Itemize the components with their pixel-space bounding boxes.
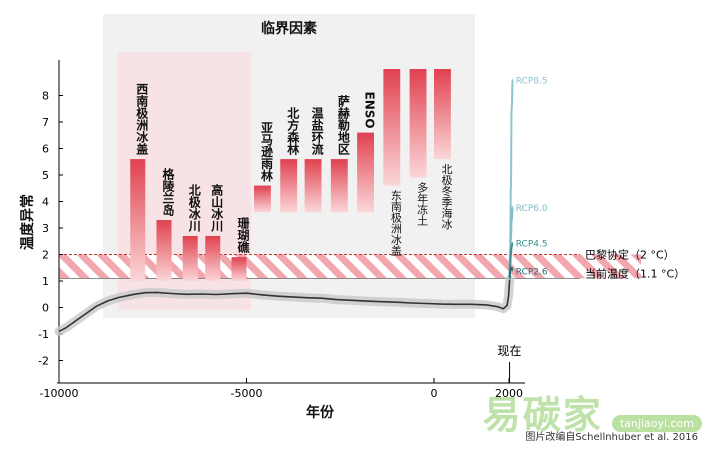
paris-target-band <box>59 254 641 279</box>
y-tick-label-5: 3 <box>42 222 49 235</box>
tipping-label-12: 北极冬季海冰 <box>440 163 453 229</box>
tipping-bar-10 <box>383 69 401 186</box>
source-caption: 图片改编自Schellnhuber et al. 2016 <box>525 432 698 443</box>
tipping-bar-3 <box>205 235 221 281</box>
y-tick-label-6: 4 <box>42 196 49 209</box>
tipping-bar-11 <box>409 69 427 178</box>
tipping-label-9: ENSO <box>363 92 377 129</box>
tipping-bar-9 <box>357 132 374 213</box>
tipping-label-5: 亚马逊雨林 <box>259 121 273 182</box>
tipping-bar-8 <box>330 159 348 213</box>
tipping-bar-2 <box>182 235 198 281</box>
scenario-label-1: RCP6.0 <box>516 204 548 214</box>
y-tick-label-1: -1 <box>38 328 49 341</box>
tipping-label-10: 东南极洲冰盖 <box>389 189 402 255</box>
y-tick-label-9: 7 <box>42 116 49 129</box>
tipping-label-0: 西南极洲冰盖 <box>135 83 149 156</box>
watermark-text: 易碳家 <box>482 393 603 437</box>
y-axis-label: 温度异常 <box>19 194 36 250</box>
scenario-label-0: RCP8.5 <box>516 77 548 87</box>
y-tick-label-0: -2 <box>38 355 49 368</box>
historical-temperature-line <box>58 279 511 333</box>
x-tick-label-0: -10000 <box>40 387 79 400</box>
tipping-bar-6 <box>280 159 298 213</box>
y-tick-label-4: 2 <box>42 249 49 262</box>
tipping-label-6: 北方森林 <box>286 106 300 156</box>
watermark-url: tanjiaoyi.com <box>611 415 702 432</box>
y-tick-label-10: 8 <box>42 90 49 103</box>
y-tick-label-3: 1 <box>42 275 49 288</box>
watermark: 易碳家 tanjiaoyi.com <box>483 384 702 439</box>
x-tick-label-3: 2000 <box>495 387 523 400</box>
scenario-label-3: RCP2.6 <box>516 267 548 277</box>
tipping-label-3: 高山冰川 <box>210 183 224 232</box>
chart-title: 临界因素 <box>261 20 317 37</box>
tipping-label-7: 温盐环流 <box>310 107 324 156</box>
tipping-bar-7 <box>304 159 322 213</box>
paris-label: 巴黎协定（2 °C） <box>585 248 675 262</box>
tipping-label-2: 北极冰川 <box>187 183 201 232</box>
x-tick-label-2: 0 <box>431 387 438 400</box>
tipping-bar-12 <box>434 69 451 160</box>
scenario-label-2: RCP4.5 <box>516 240 548 250</box>
now-label: 现在 <box>498 344 522 358</box>
tipping-bar-4 <box>231 257 247 281</box>
y-tick-label-2: 0 <box>42 302 49 315</box>
scenario-line-3 <box>508 266 514 280</box>
current-temp-label: 当前温度（1.1 °C） <box>585 266 685 280</box>
tipping-label-4: 珊瑚礁 <box>236 216 250 254</box>
tipping-label-1: 格陵兰岛 <box>161 167 175 217</box>
x-tick-label-1: -5000 <box>231 387 263 400</box>
tipping-label-11: 多年冻土 <box>416 180 429 225</box>
tipping-bar-0 <box>130 159 146 281</box>
y-tick-label-7: 5 <box>42 169 49 182</box>
y-tick-label-8: 6 <box>42 143 49 156</box>
tipping-bar-5 <box>254 185 271 213</box>
x-axis-label: 年份 <box>306 404 335 421</box>
tipping-label-8: 萨赫勒地区 <box>336 94 350 156</box>
tipping-bar-1 <box>156 220 172 281</box>
